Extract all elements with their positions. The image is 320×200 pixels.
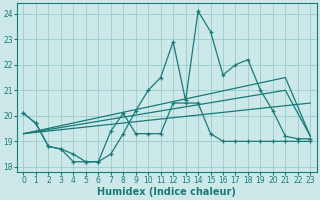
- X-axis label: Humidex (Indice chaleur): Humidex (Indice chaleur): [98, 187, 236, 197]
